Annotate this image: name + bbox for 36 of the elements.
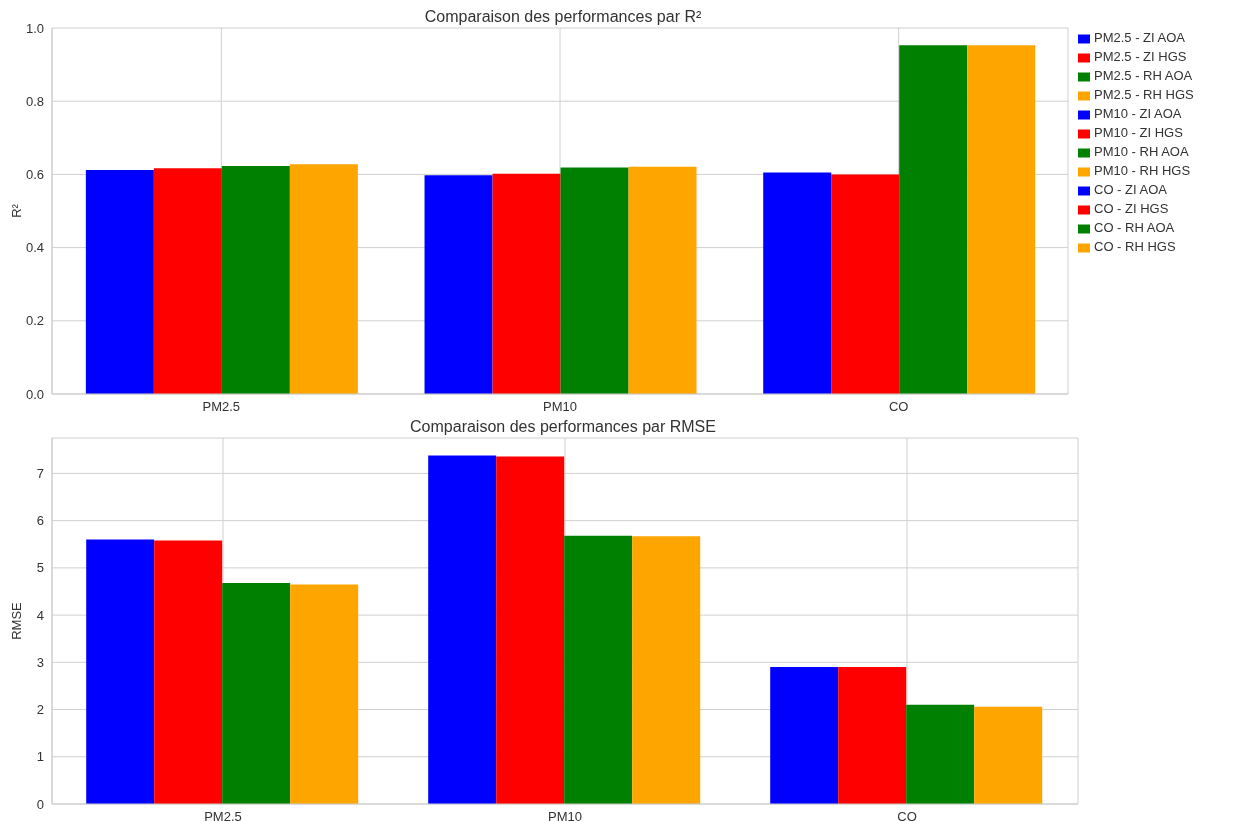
y-tick-label: 1 bbox=[36, 749, 44, 765]
x-tick-label: PM2.5 bbox=[202, 399, 241, 415]
y-tick-label: 1.0 bbox=[25, 20, 44, 36]
x-tick-label: CO bbox=[897, 809, 917, 821]
y-tick-label: 3 bbox=[36, 654, 44, 670]
legend-label: CO - ZI AOA bbox=[1094, 182, 1167, 197]
chart-title: Comparaison des performances par RMSE bbox=[409, 418, 717, 436]
y-tick-label: 7 bbox=[36, 466, 44, 482]
legend-label: PM10 - RH AOA bbox=[1094, 144, 1189, 159]
legend-label: PM2.5 - ZI AOA bbox=[1094, 30, 1186, 45]
legend-label: PM10 - ZI AOA bbox=[1094, 106, 1182, 121]
y-tick-label: 0.2 bbox=[25, 313, 44, 329]
y-tick-label: 0.8 bbox=[25, 93, 44, 109]
x-tick-label: PM2.5 bbox=[204, 809, 242, 821]
y-axis-title: RMSE bbox=[8, 601, 24, 640]
y-tick-label: 0.4 bbox=[25, 240, 44, 256]
legend-label: CO - RH HGS bbox=[1094, 239, 1176, 254]
legend-label: CO - ZI HGS bbox=[1094, 201, 1169, 216]
y-tick-label: 5 bbox=[36, 560, 44, 576]
legend-label: PM10 - ZI HGS bbox=[1094, 125, 1183, 140]
legend-label: PM10 - RH HGS bbox=[1094, 163, 1191, 178]
y-tick-label: 4 bbox=[36, 607, 44, 623]
legend-label: PM2.5 - RH HGS bbox=[1094, 87, 1194, 102]
legend-label: PM2.5 - ZI HGS bbox=[1094, 49, 1187, 64]
y-tick-label: 0.6 bbox=[25, 167, 44, 183]
chart-title: Comparaison des performances par R² bbox=[423, 8, 703, 26]
x-tick-label: PM10 bbox=[548, 809, 582, 821]
y-tick-label: 0 bbox=[36, 796, 44, 812]
legend-label: CO - RH AOA bbox=[1094, 220, 1175, 235]
legend-label: PM2.5 - RH AOA bbox=[1094, 68, 1193, 83]
y-axis-title: R² bbox=[8, 203, 24, 218]
x-tick-label: CO bbox=[888, 399, 909, 415]
y-tick-label: 0.0 bbox=[25, 386, 44, 402]
y-tick-label: 6 bbox=[36, 513, 44, 529]
x-tick-label: PM10 bbox=[543, 399, 577, 415]
y-tick-label: 2 bbox=[36, 702, 44, 718]
